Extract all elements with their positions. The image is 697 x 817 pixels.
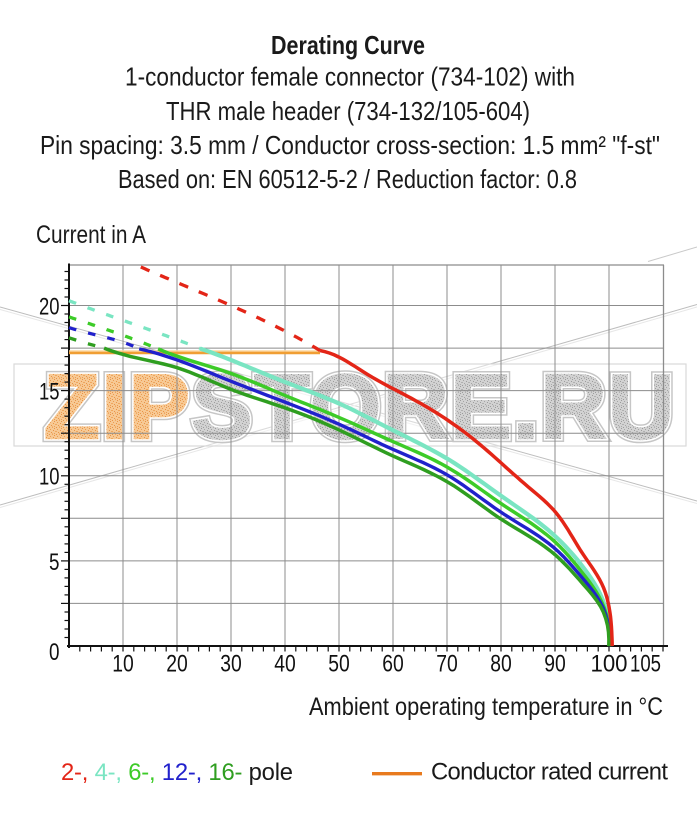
svg-text:THR male header (734-132/105-6: THR male header (734-132/105-604) [166, 96, 530, 126]
svg-text:105: 105 [630, 651, 661, 678]
svg-text:20: 20 [166, 651, 188, 678]
svg-text:90: 90 [544, 651, 566, 678]
svg-text:Derating Curve: Derating Curve [271, 30, 425, 60]
svg-text:50: 50 [328, 651, 350, 678]
svg-text:Ambient operating temperature: Ambient operating temperature in °C [309, 693, 663, 721]
svg-text:2-, 4-, 6-, 12-, 16- pole: 2-, 4-, 6-, 12-, 16- pole [61, 759, 293, 786]
svg-text:10: 10 [112, 651, 134, 678]
svg-text:ZIPSTORE.RU: ZIPSTORE.RU [44, 357, 674, 458]
svg-text:70: 70 [436, 651, 458, 678]
svg-text:Based on: EN 60512-5-2 / Reduc: Based on: EN 60512-5-2 / Reduction facto… [118, 164, 577, 194]
svg-text:Pin spacing: 3.5 mm / Conducto: Pin spacing: 3.5 mm / Conductor cross-se… [40, 130, 660, 160]
svg-text:80: 80 [490, 651, 512, 678]
svg-text:30: 30 [220, 651, 242, 678]
svg-text:40: 40 [274, 651, 296, 678]
svg-text:Current in A: Current in A [36, 221, 146, 249]
svg-text:20: 20 [39, 293, 60, 320]
svg-text:1-conductor female connector (: 1-conductor female connector (734-102) w… [125, 62, 575, 92]
svg-text:ZIPSTORE.RU: ZIPSTORE.RU [44, 357, 674, 458]
svg-text:10: 10 [39, 464, 60, 491]
svg-text:Conductor rated current: Conductor rated current [431, 759, 668, 786]
svg-text:15: 15 [39, 379, 60, 406]
svg-text:60: 60 [382, 651, 404, 678]
svg-text:100: 100 [591, 651, 628, 678]
svg-text:5: 5 [49, 549, 60, 576]
svg-text:0: 0 [49, 639, 60, 666]
